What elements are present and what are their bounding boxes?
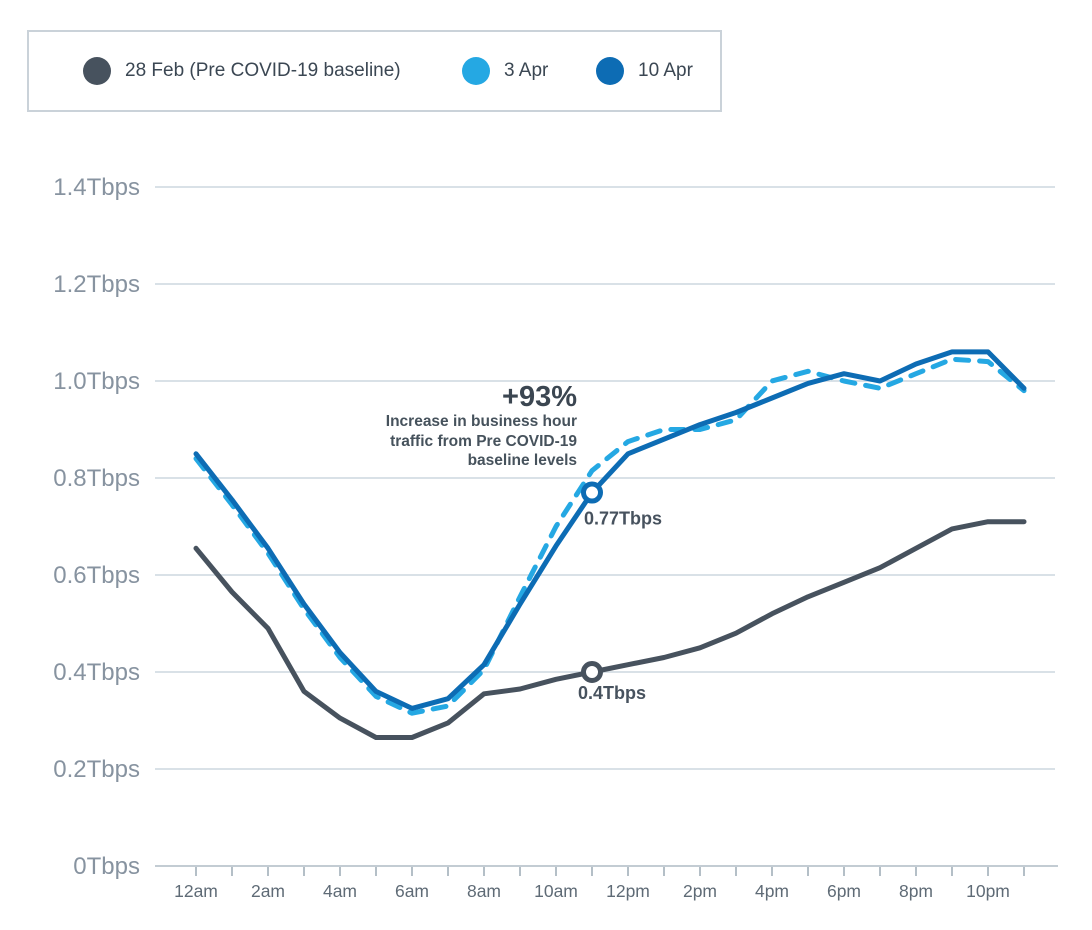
legend: 28 Feb (Pre COVID-19 baseline) 3 Apr 10 … <box>27 30 722 112</box>
annotation-line-1: Increase in business hour <box>385 413 577 431</box>
legend-item-10-apr[interactable]: 10 Apr <box>596 57 693 85</box>
marker-label-0-77tbps: 0.77Tbps <box>584 509 662 529</box>
x-axis-label: 10pm <box>966 881 1010 901</box>
x-axis-label: 2am <box>251 881 285 901</box>
annotation-93-percent: +93% Increase in business hour traffic f… <box>386 382 577 471</box>
x-axis-label: 8am <box>467 881 501 901</box>
marker-0-77tbps <box>581 481 603 504</box>
x-axis-label: 12am <box>174 881 218 901</box>
legend-dot-3-apr <box>462 57 490 85</box>
y-axis-label: 0.8Tbps <box>53 465 140 492</box>
x-axis-label: 6pm <box>827 881 861 901</box>
marker-0-4tbps <box>581 661 603 683</box>
x-axis-label: 2pm <box>683 881 717 901</box>
x-axis-label: 6am <box>395 881 429 901</box>
series-line-10-apr <box>193 349 1027 711</box>
series-line-28-feb-pre-covid-19-baseline <box>193 519 1027 740</box>
x-axis-label: 4pm <box>755 881 789 901</box>
y-axis-label: 1.4Tbps <box>53 174 140 201</box>
series-line-3-apr <box>193 356 1027 716</box>
y-axis-label: 0.4Tbps <box>53 659 140 686</box>
legend-item-28-feb[interactable]: 28 Feb (Pre COVID-19 baseline) <box>83 57 401 85</box>
x-axis-label: 10am <box>534 881 578 901</box>
x-axis-label: 8pm <box>899 881 933 901</box>
marker-label-0-4tbps: 0.4Tbps <box>578 683 646 703</box>
annotation-line-2: traffic from Pre COVID-19 <box>390 432 577 450</box>
x-axis-label: 4am <box>323 881 357 901</box>
legend-label-3-apr: 3 Apr <box>504 60 549 81</box>
y-axis-label: 1.2Tbps <box>53 271 140 298</box>
y-axis-label: 0.6Tbps <box>53 562 140 589</box>
y-axis-label: 1.0Tbps <box>53 368 140 395</box>
annotation-line-3: baseline levels <box>467 452 577 470</box>
x-axis-label: 12pm <box>606 881 650 901</box>
y-axis-label: 0.2Tbps <box>53 756 140 783</box>
legend-item-3-apr[interactable]: 3 Apr <box>462 57 548 85</box>
legend-dot-28-feb <box>83 57 111 85</box>
legend-dot-10-apr <box>596 57 624 85</box>
legend-label-28-feb: 28 Feb (Pre COVID-19 baseline) <box>125 60 401 81</box>
y-axis-label: 0Tbps <box>73 853 140 880</box>
legend-label-10-apr: 10 Apr <box>638 60 693 81</box>
annotation-title: +93% <box>502 381 577 413</box>
